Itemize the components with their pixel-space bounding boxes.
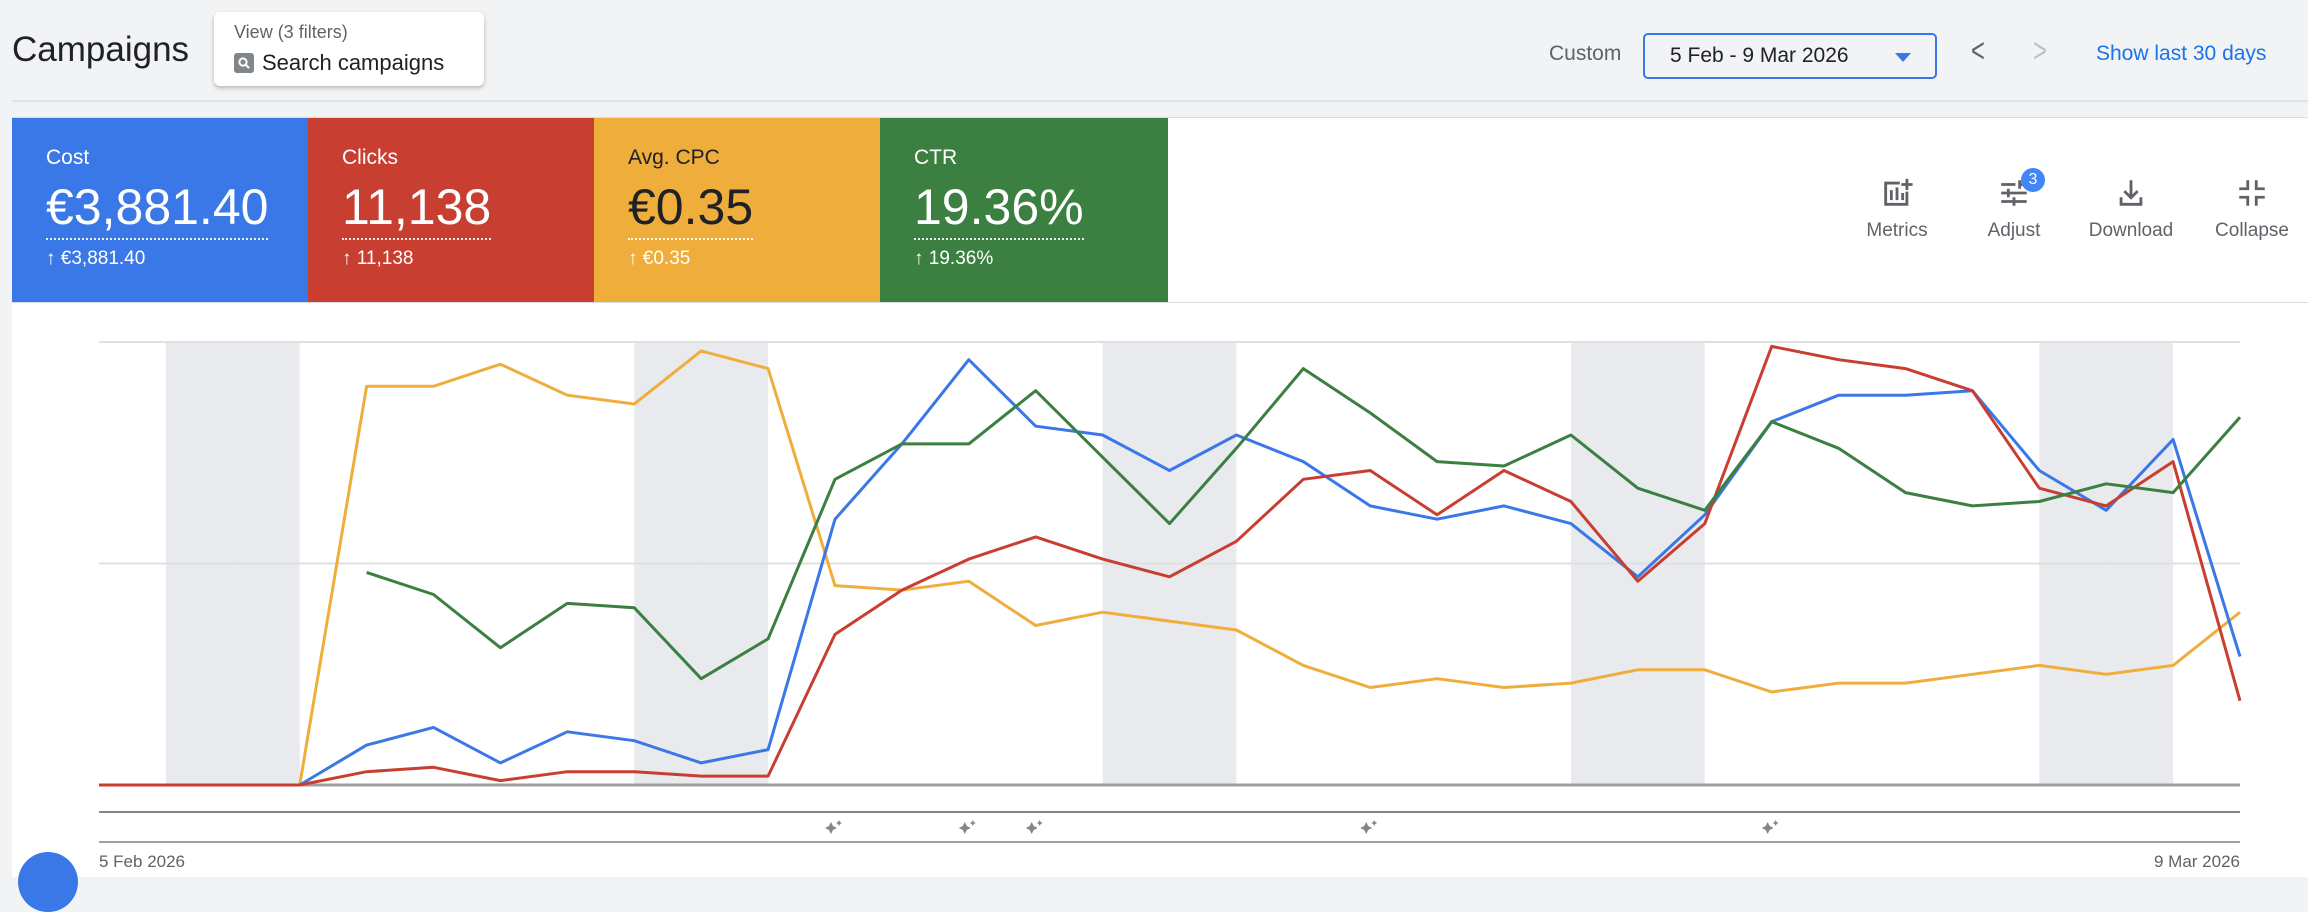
floating-action-button[interactable] [18,852,78,912]
metrics-icon [1884,178,1913,206]
annotation-sparkle-icon [1025,820,1043,834]
collapse-button[interactable]: Collapse [2197,176,2307,242]
annotation-sparkle-icon [1761,820,1779,834]
date-range-dropdown[interactable]: 5 Feb - 9 Mar 2026 [1643,33,1937,79]
x-axis-end-label: 9 Mar 2026 [2154,852,2240,871]
download-label: Download [2088,220,2174,241]
scorecard-value: 19.36% [914,180,1084,240]
annotation-sparkle-icon [958,820,976,834]
view-label: View (3 filters) [234,22,348,42]
date-range-value: 5 Feb - 9 Mar 2026 [1670,44,1849,67]
series-line-ctr [366,367,2242,681]
scorecard-change: ↑ €0.35 [628,248,691,269]
adjust-label: Adjust [1987,220,2041,241]
scorecard-change: ↑ 11,138 [342,248,414,269]
page-title: Campaigns [12,30,190,69]
scorecard-value: 11,138 [342,180,492,240]
search-icon [234,53,254,73]
scorecard-label: Avg. CPC [628,146,720,169]
annotation-sparkle-icon [1360,820,1378,834]
view-name: Search campaigns [262,50,445,75]
performance-line-chart [99,341,2242,843]
next-period-chevron-icon[interactable]: > [2032,32,2047,70]
scorecard-cost[interactable]: Cost €3,881.40 ↑ €3,881.40 [12,118,308,302]
scorecard-change: ↑ 19.36% [914,248,994,269]
download-icon [2119,180,2143,206]
metrics-label: Metrics [1866,220,1928,241]
series-line-cost [99,358,2242,787]
scorecard-value: €3,881.40 [46,180,269,240]
scorecard-label: Clicks [342,146,398,169]
scorecard-avg-cpc[interactable]: Avg. CPC €0.35 ↑ €0.35 [594,118,880,302]
adjust-button[interactable]: 3 Adjust [1959,168,2069,242]
previous-period-chevron-icon[interactable]: < [1970,32,1985,70]
scorecard-change: ↑ €3,881.40 [46,248,146,269]
adjust-sliders-icon [2001,180,2027,206]
series-line-avg-cpc [99,349,2241,787]
collapse-label: Collapse [2215,220,2289,241]
collapse-icon [2239,180,2265,206]
download-button[interactable]: Download [2076,176,2186,242]
date-preset-label: Custom [1549,42,1622,65]
view-selector[interactable]: View (3 filters) Search campaigns [214,12,484,86]
scorecard-ctr[interactable]: CTR 19.36% ↑ 19.36% [880,118,1168,302]
metrics-button[interactable]: Metrics [1842,176,1952,242]
scorecard-label: CTR [914,146,958,169]
adjust-count-badge: 3 [2021,168,2045,192]
annotation-sparkle-icon [824,820,842,834]
header-divider [12,100,2308,102]
dropdown-arrow-icon [1895,53,1911,62]
scorecard-value: €0.35 [628,180,754,240]
series-line-clicks [99,344,2242,787]
show-last-30-days-link[interactable]: Show last 30 days [2096,42,2267,65]
scorecard-clicks[interactable]: Clicks 11,138 ↑ 11,138 [308,118,594,302]
scorecard-divider [12,302,2308,303]
scorecard-label: Cost [46,146,90,169]
x-axis-start-label: 5 Feb 2026 [99,852,186,871]
